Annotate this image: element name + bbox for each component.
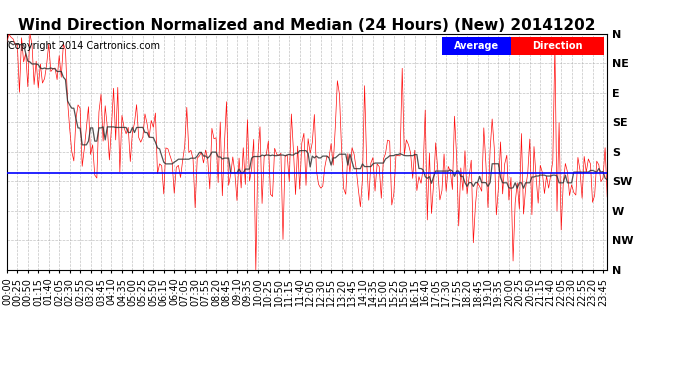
- Text: Average: Average: [454, 41, 499, 51]
- Text: Direction: Direction: [533, 41, 583, 51]
- FancyBboxPatch shape: [442, 37, 511, 55]
- Text: Copyright 2014 Cartronics.com: Copyright 2014 Cartronics.com: [8, 41, 160, 51]
- FancyBboxPatch shape: [511, 37, 604, 55]
- Title: Wind Direction Normalized and Median (24 Hours) (New) 20141202: Wind Direction Normalized and Median (24…: [19, 18, 595, 33]
